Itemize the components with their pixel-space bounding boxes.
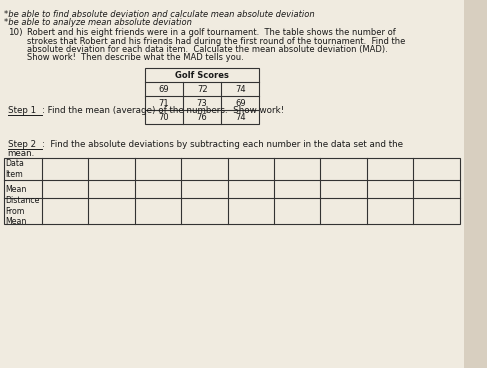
Text: 73: 73 <box>197 99 207 107</box>
Text: 69: 69 <box>159 85 169 93</box>
Text: 70: 70 <box>159 113 169 121</box>
FancyBboxPatch shape <box>0 0 464 368</box>
Bar <box>145 68 260 124</box>
Text: mean.: mean. <box>8 149 35 158</box>
Text: Robert and his eight friends were in a golf tournament.  The table shows the num: Robert and his eight friends were in a g… <box>27 28 395 37</box>
Text: 74: 74 <box>235 113 245 121</box>
Text: 71: 71 <box>159 99 169 107</box>
Text: Mean: Mean <box>6 184 27 194</box>
Text: absolute deviation for each data item.  Calculate the mean absolute deviation (M: absolute deviation for each data item. C… <box>27 45 388 54</box>
Text: Data
Item: Data Item <box>6 159 25 179</box>
Text: :  Find the absolute deviations by subtracting each number in the data set and t: : Find the absolute deviations by subtra… <box>42 140 403 149</box>
Text: Distance
From
Mean: Distance From Mean <box>6 196 40 226</box>
Text: *be able to find absolute deviation and calculate mean absolute deviation: *be able to find absolute deviation and … <box>4 10 315 19</box>
Bar <box>4 158 460 224</box>
Text: Show work!  Then describe what the MAD tells you.: Show work! Then describe what the MAD te… <box>27 53 244 63</box>
Text: 10): 10) <box>8 28 22 37</box>
Text: : Find the mean (average) of the numbers.  Show work!: : Find the mean (average) of the numbers… <box>42 106 284 115</box>
Text: 74: 74 <box>235 85 245 93</box>
Text: Golf Scores: Golf Scores <box>175 71 229 79</box>
Text: 72: 72 <box>197 85 207 93</box>
Text: Step 2: Step 2 <box>8 140 36 149</box>
Text: strokes that Robert and his friends had during the first round of the tournament: strokes that Robert and his friends had … <box>27 36 405 46</box>
Text: Step 1: Step 1 <box>8 106 36 115</box>
Text: 69: 69 <box>235 99 245 107</box>
Text: 76: 76 <box>197 113 207 121</box>
Text: *be able to analyze mean absolute deviation: *be able to analyze mean absolute deviat… <box>4 18 192 27</box>
